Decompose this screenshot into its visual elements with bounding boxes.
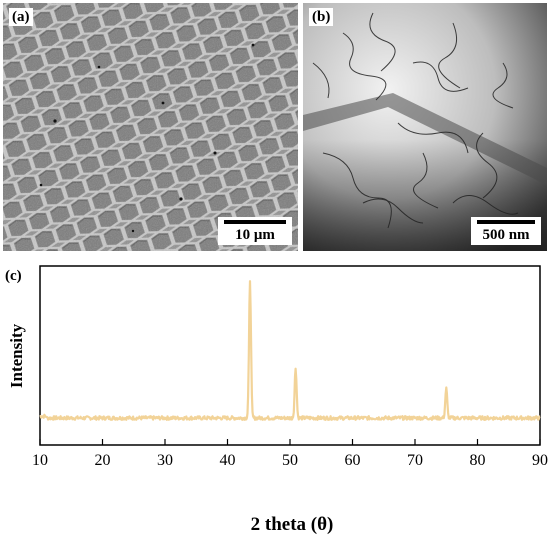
x-axis: 10 20 30 40 50 60 70 80 90: [32, 439, 548, 469]
sem-micrograph-panel: (a) 10 μm: [3, 3, 298, 251]
panel-a-scalebar-label: 10 μm: [235, 227, 275, 243]
xrd-chart: 10 20 30 40 50 60 70 80 90 Intensity 2 theta (θ): [7, 265, 548, 535]
panel-b-scalebar: 500 nm: [471, 217, 541, 245]
panel-a-label: (a): [9, 8, 33, 26]
panel-b-scalebar-label: 500 nm: [482, 227, 530, 243]
x-tick-label: 10: [32, 452, 48, 469]
x-axis-label: 2 theta (θ): [251, 514, 334, 535]
x-tick-label: 90: [532, 452, 548, 469]
x-tick-label: 40: [220, 452, 236, 469]
panel-c-label: (c): [5, 268, 22, 284]
x-tick-label: 80: [470, 452, 486, 469]
tem-image: [303, 3, 547, 251]
x-tick-label: 20: [95, 452, 111, 469]
scalebar-line: [224, 220, 286, 224]
tem-micrograph-panel: (b) 500 nm: [303, 3, 547, 251]
panel-b-label: (b): [309, 8, 334, 26]
x-tick-label: 70: [407, 452, 423, 469]
scalebar-line: [477, 220, 535, 224]
x-tick-label: 50: [282, 452, 298, 469]
xrd-series-line: [39, 280, 541, 421]
y-axis-label: Intensity: [7, 323, 26, 388]
x-tick-label: 30: [157, 452, 173, 469]
sem-image: [3, 3, 298, 251]
x-tick-label: 60: [345, 452, 361, 469]
panel-a-scalebar: 10 μm: [218, 217, 292, 245]
